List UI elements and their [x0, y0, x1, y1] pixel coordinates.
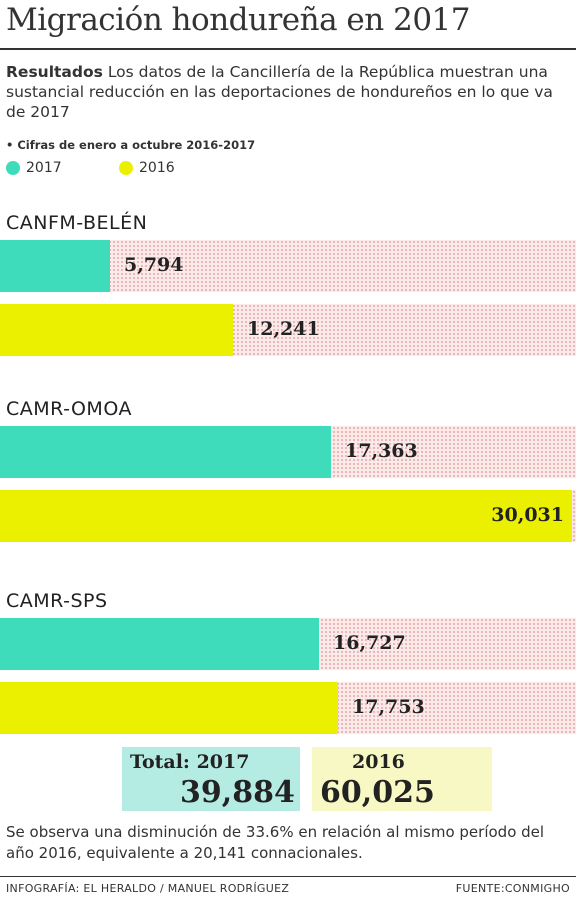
- total-2016-value: 60,025: [320, 775, 435, 810]
- bar-2016-canfm-bel-n: [0, 304, 233, 356]
- total-2017-label: Total: 2017: [130, 751, 250, 773]
- data-label-2017-camr-omoa: 17,363: [345, 440, 418, 462]
- data-label-2017-canfm-bel-n: 5,794: [124, 254, 184, 276]
- total-2016-label: 2016: [352, 751, 405, 773]
- data-label-2016-camr-sps: 17,753: [352, 696, 425, 718]
- bar-2017-camr-omoa: [0, 426, 331, 478]
- bar-2016-camr-sps: [0, 682, 338, 734]
- legend-item-2017: 2017: [6, 160, 62, 176]
- total-2017-box: Total: 2017 39,884: [122, 747, 300, 811]
- intro-body: Los datos de la Cancillería de la Repúbl…: [6, 63, 553, 121]
- legend-label-2016: 2016: [139, 160, 175, 176]
- footer-rule: [0, 876, 576, 877]
- data-label-2017-camr-sps: 16,727: [333, 632, 406, 654]
- category-label-canfm-bel-n: CANFM-BELÉN: [6, 212, 148, 234]
- intro-bold: Resultados: [6, 63, 103, 81]
- legend-swatch-2017: [6, 161, 20, 175]
- credit-source: FUENTE:CONMIGHO: [455, 882, 570, 895]
- legend-label-2017: 2017: [26, 160, 62, 176]
- category-label-camr-omoa: CAMR-OMOA: [6, 398, 132, 420]
- bar-track: 30,031: [0, 490, 576, 542]
- summary-text: Se observa una disminución de 33.6% en r…: [6, 823, 545, 862]
- bar-track: 17,363: [0, 426, 576, 478]
- total-2017-value: 39,884: [180, 775, 295, 810]
- bar-track: 5,794: [0, 240, 576, 292]
- data-label-2016-camr-omoa: 30,031: [491, 504, 564, 526]
- bar-track: 12,241: [0, 304, 576, 356]
- bar-track: 16,727: [0, 618, 576, 670]
- credit-author: INFOGRAFÍA: EL HERALDO / MANUEL RODRÍGUE…: [6, 882, 290, 895]
- bar-track: 17,753: [0, 682, 576, 734]
- legend-swatch-2016: [119, 161, 133, 175]
- bar-2016-camr-omoa: [0, 490, 572, 542]
- intro-text: Resultados Los datos de la Cancillería d…: [6, 62, 572, 122]
- data-note: • Cifras de enero a octubre 2016-2017: [6, 138, 256, 152]
- data-label-2016-canfm-bel-n: 12,241: [247, 318, 320, 340]
- total-2016-box: 2016 60,025: [312, 747, 492, 811]
- category-label-camr-sps: CAMR-SPS: [6, 590, 108, 612]
- title-rule: [0, 48, 576, 50]
- legend-item-2016: 2016: [119, 160, 175, 176]
- bar-2017-camr-sps: [0, 618, 319, 670]
- chart-title: Migración hondureña en 2017: [6, 2, 471, 38]
- bar-2017-canfm-bel-n: [0, 240, 110, 292]
